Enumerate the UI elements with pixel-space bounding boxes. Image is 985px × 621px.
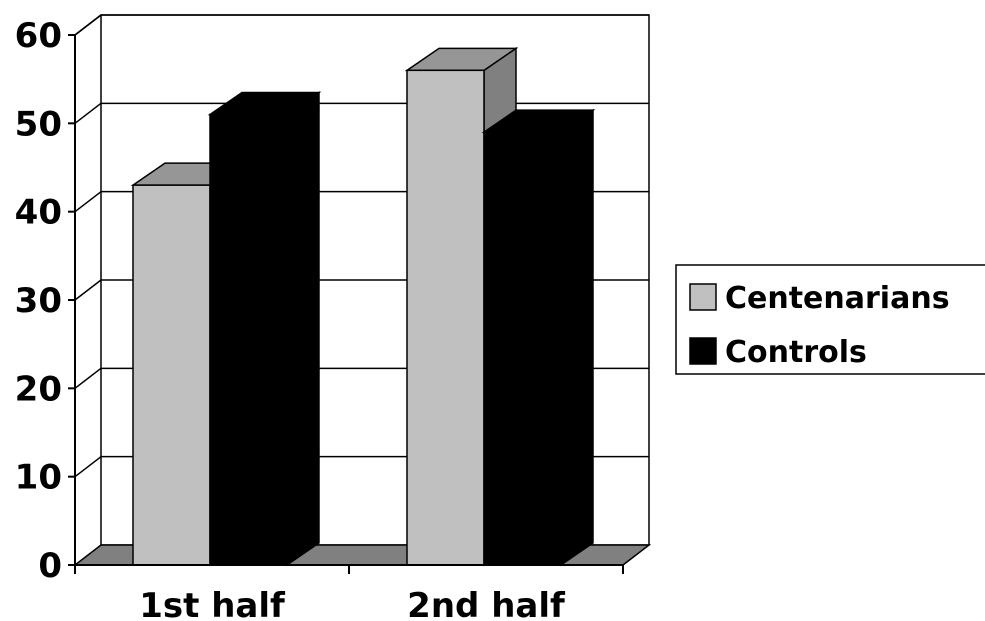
legend: Centenarians Controls [675,264,985,375]
x-category-label: 1st half [139,586,286,621]
y-tick-label: 40 [15,193,62,233]
gridline-side [74,191,102,213]
bar-front [209,113,288,566]
bar-front [132,184,211,566]
y-tick-label: 60 [15,16,62,56]
bars [130,46,596,567]
x-category-label: 2nd half [407,586,566,621]
axes [68,34,624,574]
legend-swatch [689,283,717,311]
bar [207,91,322,567]
legend-swatch [689,337,717,365]
gridline-side [74,14,102,36]
y-tick-label: 50 [15,104,62,144]
y-tick-label: 10 [15,458,62,498]
bar-side [560,108,594,567]
legend-box [675,264,985,375]
gridline-side [74,102,102,124]
bar-front [483,131,562,566]
legend-label: Centenarians [725,281,950,316]
y-tick-labels: 0 10 20 30 40 50 60 [15,16,62,586]
y-tick-label: 20 [15,369,62,409]
legend-label: Controls [725,335,867,370]
y-tick-label: 30 [15,281,62,321]
gridline-side [74,456,102,478]
bar-front [406,69,485,566]
gridline-side [74,279,102,301]
bar [481,108,596,567]
bar-side [286,91,320,567]
x-category-labels: 1st half 2nd half [139,586,566,621]
y-tick-label: 0 [38,546,62,586]
gridline-side [74,367,102,389]
